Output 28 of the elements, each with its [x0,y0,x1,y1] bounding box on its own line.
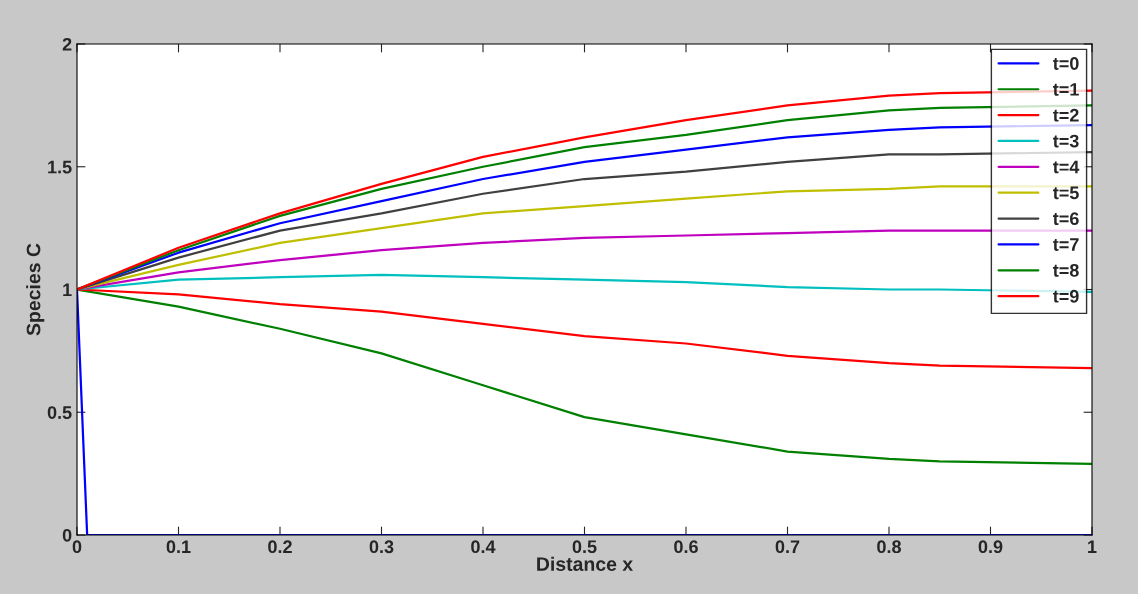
legend-label: t=8 [1052,263,1079,277]
x-tick-label: 0 [72,540,82,554]
x-tick-label: 0.7 [775,540,800,554]
legend-label: t=5 [1052,186,1079,200]
legend-label: t=6 [1052,212,1079,226]
legend-label: t=9 [1052,289,1079,303]
legend-label: t=3 [1052,134,1079,148]
y-tick-label: 2 [62,37,72,51]
y-tick-label: 0.5 [47,406,72,419]
x-tick-label: 0.8 [877,540,901,554]
x-tick-label: 0.6 [674,540,698,554]
y-axis-title: Species C [26,243,45,336]
x-tick-label: 0.3 [369,540,394,554]
y-tick-label: 1 [63,283,72,297]
x-tick-label: 0.4 [471,540,496,554]
x-tick-label: 0.1 [166,540,191,554]
legend-label: t=1 [1052,83,1079,96]
x-tick-label: 0.9 [978,540,1003,554]
y-tick-label: 0 [62,528,72,542]
legend-label: t=7 [1052,238,1079,251]
y-tick-label: 1.5 [48,160,72,174]
x-tick-label: 1 [1088,540,1097,553]
legend-label: t=4 [1052,160,1080,174]
legend-label: t=0 [1052,57,1079,70]
x-axis-title: Distance x [537,556,633,571]
x-tick-label: 0.2 [268,540,292,554]
legend-label: t=2 [1052,108,1079,122]
x-tick-label: 0.5 [572,540,597,554]
